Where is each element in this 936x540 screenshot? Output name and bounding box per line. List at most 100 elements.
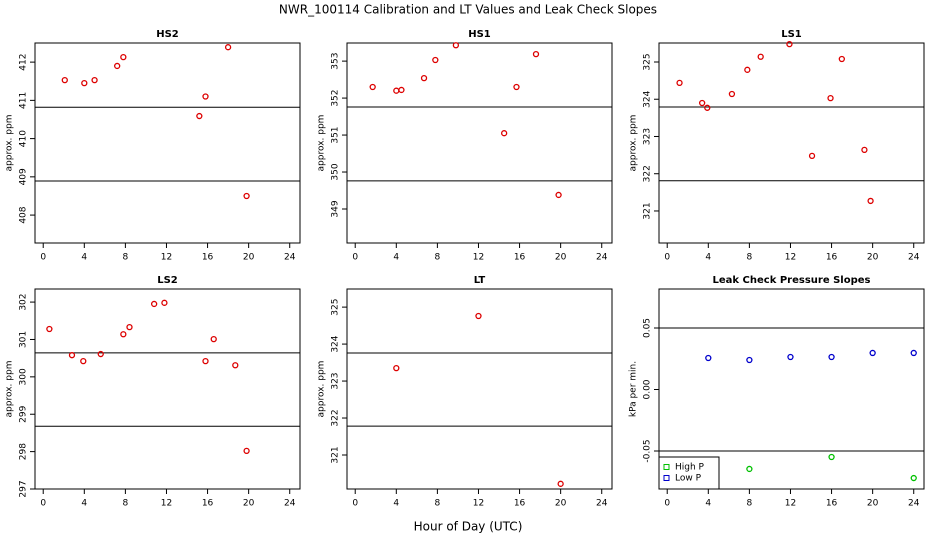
y-axis-label: approx. ppm: [629, 115, 639, 172]
x-tick-label: 0: [664, 499, 670, 509]
x-tick-label: 16: [202, 499, 214, 509]
x-tick-label: 16: [514, 499, 526, 509]
point: [120, 53, 127, 61]
point: [224, 44, 232, 51]
x-tick-label: 16: [826, 499, 838, 509]
x-tick-label: 20: [243, 499, 255, 509]
y-tick-label: 408: [19, 206, 29, 223]
point: [97, 350, 104, 358]
y-tick-label: 324: [331, 335, 341, 352]
point: [838, 55, 845, 63]
x-tick-label: 0: [664, 253, 670, 263]
x-tick-label: 20: [867, 499, 879, 509]
point: [68, 352, 76, 359]
legend-swatch: [663, 464, 670, 470]
y-tick-label: 351: [331, 126, 341, 143]
y-tick-label: 297: [19, 480, 29, 497]
point: [369, 83, 376, 91]
point: [120, 331, 127, 338]
y-axis-label: approx. ppm: [317, 361, 327, 418]
point: [452, 42, 460, 49]
y-tick-label: 353: [331, 53, 341, 70]
point: [867, 197, 874, 205]
point: [513, 83, 520, 91]
y-tick-label: 0.00: [643, 379, 653, 399]
point: [746, 465, 753, 473]
point: [393, 87, 400, 94]
x-tick-label: 24: [596, 253, 608, 263]
x-tick-label: 20: [555, 253, 567, 263]
x-tick-label: 4: [393, 253, 399, 263]
x-tick-label: 12: [161, 253, 172, 263]
point: [432, 56, 439, 64]
point: [757, 53, 764, 60]
point: [828, 353, 835, 361]
point: [475, 312, 482, 320]
point: [243, 192, 250, 200]
y-tick-label: 323: [643, 128, 653, 145]
point: [80, 357, 87, 365]
point: [676, 79, 683, 87]
point: [910, 349, 917, 357]
x-tick-label: 12: [473, 253, 484, 263]
x-tick-label: 20: [867, 253, 879, 263]
x-tick-label: 12: [473, 499, 484, 509]
point: [150, 300, 158, 308]
x-tick-label: 24: [908, 253, 920, 263]
legend-label: Low P: [675, 474, 702, 484]
point: [827, 94, 834, 102]
point: [698, 99, 706, 107]
y-tick-label: 349: [331, 200, 341, 217]
x-tick-label: 12: [161, 499, 172, 509]
y-tick-label: -0.05: [643, 439, 653, 462]
point: [393, 364, 400, 372]
point: [398, 86, 405, 94]
point: [420, 74, 428, 82]
plot-frame: [658, 42, 925, 244]
x-tick-label: 24: [596, 499, 608, 509]
y-tick-label: 321: [643, 202, 653, 219]
y-tick-label: 298: [19, 443, 29, 460]
panel-title: HS2: [156, 29, 179, 40]
x-tick-label: 4: [81, 253, 87, 263]
x-tick-label: 12: [785, 253, 796, 263]
y-tick-label: 350: [331, 163, 341, 180]
x-tick-label: 8: [123, 253, 129, 263]
x-tick-label: 8: [123, 499, 129, 509]
y-tick-label: 411: [19, 92, 29, 109]
y-tick-label: 412: [19, 54, 29, 71]
point: [910, 474, 917, 482]
x-tick-label: 0: [40, 253, 46, 263]
panel-title: Leak Check Pressure Slopes: [713, 275, 871, 286]
x-tick-label: 0: [352, 499, 358, 509]
point: [61, 76, 68, 84]
y-axis-label: approx. ppm: [5, 361, 15, 418]
y-tick-label: 409: [19, 168, 29, 185]
x-tick-label: 20: [555, 499, 567, 509]
point: [744, 66, 751, 73]
point: [532, 50, 540, 58]
y-tick-label: 321: [331, 446, 341, 463]
y-tick-label: 322: [643, 165, 653, 182]
point: [202, 93, 209, 100]
x-tick-label: 8: [747, 253, 753, 263]
x-tick-label: 16: [514, 253, 526, 263]
x-tick-label: 4: [81, 499, 87, 509]
page-title: NWR_100114 Calibration and LT Values and…: [279, 3, 657, 17]
point: [126, 323, 133, 331]
point: [704, 104, 711, 111]
y-tick-label: 302: [19, 293, 29, 310]
x-tick-label: 4: [705, 499, 711, 509]
y-tick-label: 325: [331, 299, 341, 316]
plot-frame: [346, 42, 613, 244]
legend-box: [658, 456, 720, 490]
y-tick-label: 324: [643, 90, 653, 107]
x-tick-label: 24: [284, 499, 296, 509]
x-tick-label: 8: [435, 253, 441, 263]
point: [861, 146, 868, 154]
panel-title: LS2: [157, 275, 178, 286]
y-axis-label: kPa per min.: [629, 361, 639, 417]
x-tick-label: 8: [435, 499, 441, 509]
y-axis-label: approx. ppm: [5, 115, 15, 172]
